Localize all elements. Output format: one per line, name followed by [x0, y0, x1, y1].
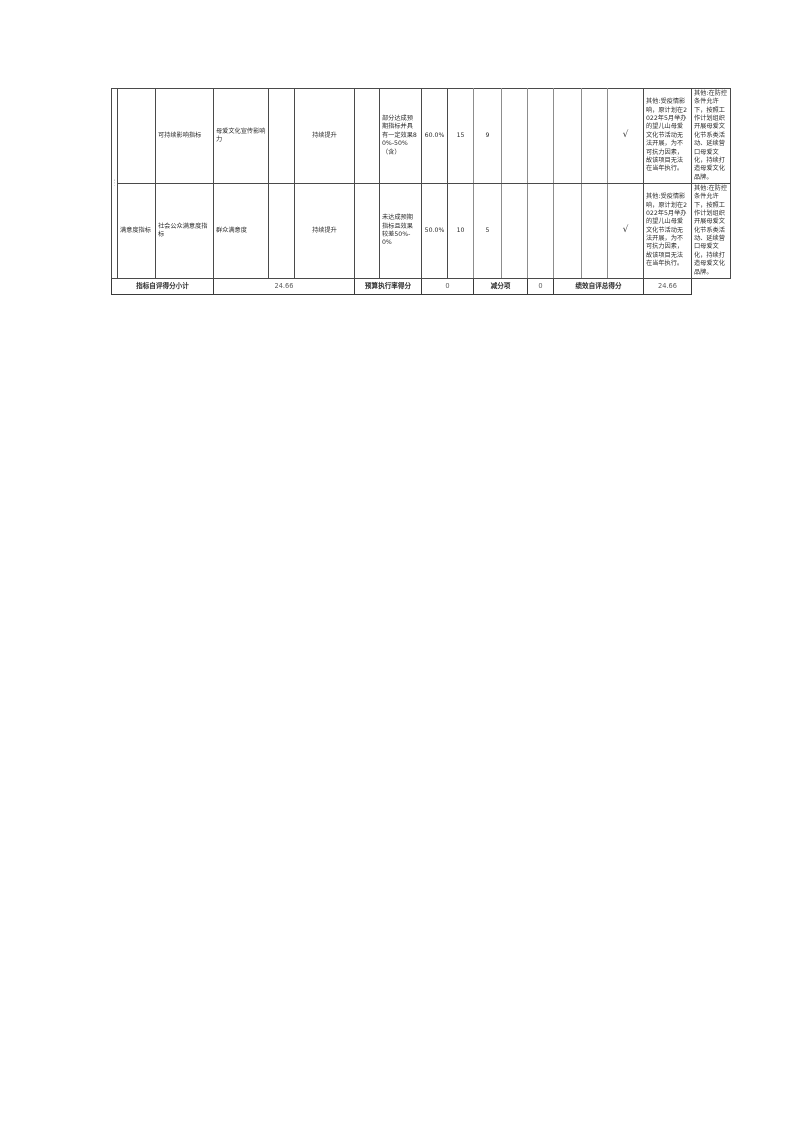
- performance-table-container: 效益指标 可持续影响指标 母爱文化宣传影响力 持续提升 部分达成预期指标并具有一…: [111, 88, 731, 295]
- cell-blank-c: [527, 88, 554, 184]
- cell-blank-c: [527, 182, 554, 279]
- cell-completion-ratio: 60.0%: [421, 88, 448, 184]
- cell-target-value: 持续提升: [294, 182, 355, 279]
- cell-blank-d: [553, 88, 582, 184]
- cell-self-score: 5: [473, 182, 502, 279]
- table-row: 满意度指标 社会公众满意度指标 群众满意度 持续提升 未达成预期指标且效果较差5…: [112, 182, 731, 279]
- cell-self-score: 9: [473, 88, 502, 184]
- clipped-header-fragment: 效益指标: [114, 179, 115, 186]
- cell-blank-d: [553, 182, 582, 279]
- label-indicator-subtotal: 指标自评得分小计: [111, 277, 214, 295]
- label-total-score: 绩效自评总得分: [553, 277, 644, 295]
- cell-blank-e: [581, 88, 608, 184]
- cell-category: [117, 88, 156, 184]
- cell-indicator-level2: 母爱文化宣传影响力: [213, 88, 269, 184]
- cell-completion-ratio: 50.0%: [421, 182, 448, 279]
- cell-deviation-reason: 其他:受疫情影响，原计划在2022年5月举办的望儿山母爱文化节活动无法开展，为不…: [643, 88, 692, 184]
- cell-indicator-level3: [268, 88, 295, 184]
- cell-blank-b: [501, 88, 528, 184]
- cell-blank-a: [354, 88, 380, 184]
- summary-row: 指标自评得分小计 24.66 预算执行率得分 0 减分项 0 绩效自评总得分 2…: [111, 277, 731, 295]
- value-total-score: 24.66: [643, 277, 692, 295]
- cell-indicator-level3: [268, 182, 295, 279]
- label-budget-execution-score: 预算执行率得分: [354, 277, 422, 295]
- cell-improvement-measure: 其他:在防控条件允许下，按照工作计划组织开展母爱文化节系类活动、延续营口母爱文化…: [691, 182, 731, 279]
- cell-scoring-criteria: 部分达成预期指标并具有一定效果80%-50%（含）: [379, 88, 422, 184]
- cell-indicator-level2: 群众满意度: [213, 182, 269, 279]
- table-row: 效益指标 可持续影响指标 母爱文化宣传影响力 持续提升 部分达成预期指标并具有一…: [111, 88, 731, 279]
- cell-checkmark: √: [607, 88, 644, 184]
- cell-weight: 15: [447, 88, 474, 184]
- value-deduction-items: 0: [527, 277, 554, 295]
- cell-deviation-reason: 其他:受疫情影响，原计划在2022年5月举办的望儿山母爱文化节活动无法开展，为不…: [643, 182, 692, 279]
- cell-blank-b: [501, 182, 528, 279]
- value-indicator-subtotal: 24.66: [213, 277, 355, 295]
- cell-category: 满意度指标: [117, 182, 156, 279]
- cell-target-value: 持续提升: [294, 88, 355, 184]
- checkmark-icon: √: [622, 130, 629, 141]
- cell-blank-e: [581, 182, 608, 279]
- value-budget-execution-score: 0: [421, 277, 474, 295]
- cell-indicator-level1: 可持续影响指标: [155, 88, 214, 184]
- cell-improvement-measure: 其他:在防控条件允许下，按照工作计划组织开展母爱文化节系类活动、延续营口母爱文化…: [691, 88, 731, 184]
- performance-evaluation-table: 效益指标 可持续影响指标 母爱文化宣传影响力 持续提升 部分达成预期指标并具有一…: [111, 88, 731, 295]
- cell-blank-a: [354, 182, 380, 279]
- label-deduction-items: 减分项: [473, 277, 528, 295]
- cell-scoring-criteria: 未达成预期指标且效果较差50%-0%: [379, 182, 422, 279]
- cell-checkmark: √: [607, 182, 644, 279]
- checkmark-icon: √: [622, 225, 629, 236]
- cell-indicator-level1: 社会公众满意度指标: [155, 182, 214, 279]
- cell-weight: 10: [447, 182, 474, 279]
